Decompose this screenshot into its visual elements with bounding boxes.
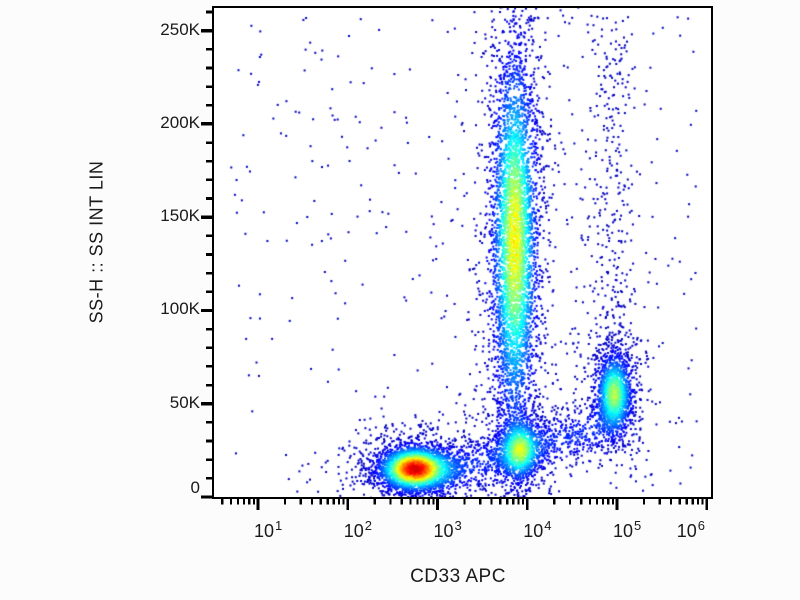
x-axis-title: CD33 APC — [410, 566, 506, 587]
x-tick-label-1e1: 101 — [254, 518, 283, 541]
y-tick-label-0: 0 — [190, 478, 200, 497]
y-tick-label-250k: 250K — [160, 19, 200, 39]
scatter-density-canvas — [214, 8, 711, 497]
y-tick-label-50k: 50K — [169, 392, 200, 412]
x-tick-label-1e2: 102 — [343, 518, 373, 541]
y-tick-label-200k: 200K — [160, 112, 200, 132]
y-tick-label-100k: 100K — [160, 299, 200, 319]
x-tick-label-1e3: 103 — [433, 518, 462, 541]
x-tick-label-1e4: 104 — [523, 518, 552, 541]
x-tick-label-1e6: 106 — [676, 518, 706, 541]
y-axis-title: SS-H :: SS INT LIN — [86, 160, 107, 324]
y-tick-label-150k: 150K — [160, 206, 200, 226]
x-tick-label-1e5: 105 — [613, 518, 642, 541]
